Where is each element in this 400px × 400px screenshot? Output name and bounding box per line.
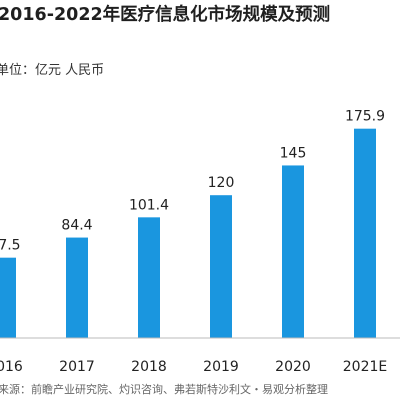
x-tick-2017: 2017 [59, 359, 95, 375]
value-label-2016: 67.5 [0, 238, 21, 254]
bar-2016 [0, 257, 16, 338]
chart-title: 2016-2022年医疗信息化市场规模及预测 [0, 5, 331, 25]
x-tick-labels-group: 2016 2017 2018 2019 2020 2021E [0, 359, 387, 375]
value-label-2019: 120 [208, 175, 235, 191]
bar-2017 [66, 237, 88, 338]
bar-2019 [210, 195, 232, 338]
value-label-2020: 145 [280, 145, 307, 161]
value-labels-group: 67.5 84.4 101.4 120 145 175.9 [0, 109, 385, 254]
bar-2020 [282, 165, 304, 338]
bar-2018 [138, 217, 160, 338]
x-tick-2018: 2018 [131, 359, 167, 375]
bars-group [0, 128, 376, 338]
x-tick-2016: 2016 [0, 359, 23, 375]
unit-label: 单位：亿元 人民币 [0, 63, 105, 78]
x-tick-2019: 2019 [203, 359, 239, 375]
x-tick-2020: 2020 [275, 359, 311, 375]
value-label-2021E: 175.9 [345, 109, 385, 125]
value-label-2017: 84.4 [61, 218, 92, 234]
x-tick-2021E: 2021E [343, 359, 387, 375]
source-note: 来源：前瞻产业研究院、灼识咨询、弗若斯特沙利文・易观分析整理 [0, 383, 328, 396]
bar-2021E [354, 128, 376, 338]
value-label-2018: 101.4 [129, 197, 169, 213]
